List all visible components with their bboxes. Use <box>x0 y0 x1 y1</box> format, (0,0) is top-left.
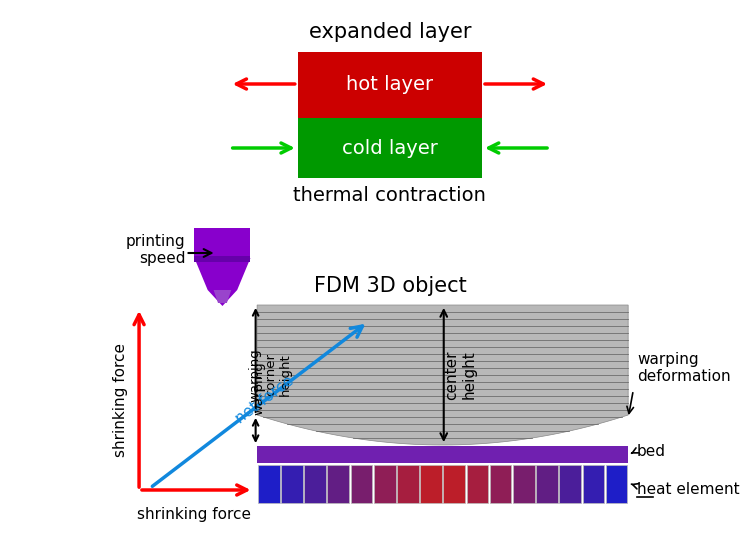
Bar <box>397 465 419 503</box>
Polygon shape <box>213 290 231 303</box>
Bar <box>606 465 627 503</box>
Text: warping: warping <box>253 361 266 415</box>
Bar <box>443 465 465 503</box>
Text: shrinking force: shrinking force <box>113 343 128 457</box>
Bar <box>536 465 558 503</box>
Polygon shape <box>195 256 251 262</box>
Bar <box>513 465 535 503</box>
Bar <box>281 465 303 503</box>
Bar <box>327 465 349 503</box>
Bar <box>351 465 372 503</box>
Text: warping
corner
height: warping corner height <box>249 348 292 402</box>
Text: heat element: heat element <box>637 483 740 497</box>
Bar <box>258 465 279 503</box>
Text: hot layer: hot layer <box>346 75 433 95</box>
Text: thermal contraction: thermal contraction <box>294 187 487 206</box>
Polygon shape <box>195 228 251 258</box>
Polygon shape <box>195 258 251 290</box>
Bar <box>297 52 482 118</box>
Bar <box>559 465 581 503</box>
Text: printing
speed: printing speed <box>126 234 185 266</box>
Bar <box>420 465 442 503</box>
Bar <box>257 446 628 463</box>
Bar <box>466 465 488 503</box>
Polygon shape <box>257 305 628 445</box>
Text: bed: bed <box>637 444 666 459</box>
Bar <box>297 118 482 178</box>
Text: FDM 3D object: FDM 3D object <box>313 276 466 296</box>
Text: warping
deformation: warping deformation <box>637 352 731 384</box>
Polygon shape <box>208 290 237 306</box>
Text: net force: net force <box>233 373 297 427</box>
Text: cold layer: cold layer <box>342 138 438 157</box>
Text: center
height: center height <box>444 350 476 400</box>
Bar <box>304 465 326 503</box>
Bar <box>490 465 511 503</box>
Bar <box>583 465 605 503</box>
Bar <box>374 465 396 503</box>
Text: shrinking force: shrinking force <box>137 507 252 522</box>
Text: expanded layer: expanded layer <box>309 22 471 42</box>
